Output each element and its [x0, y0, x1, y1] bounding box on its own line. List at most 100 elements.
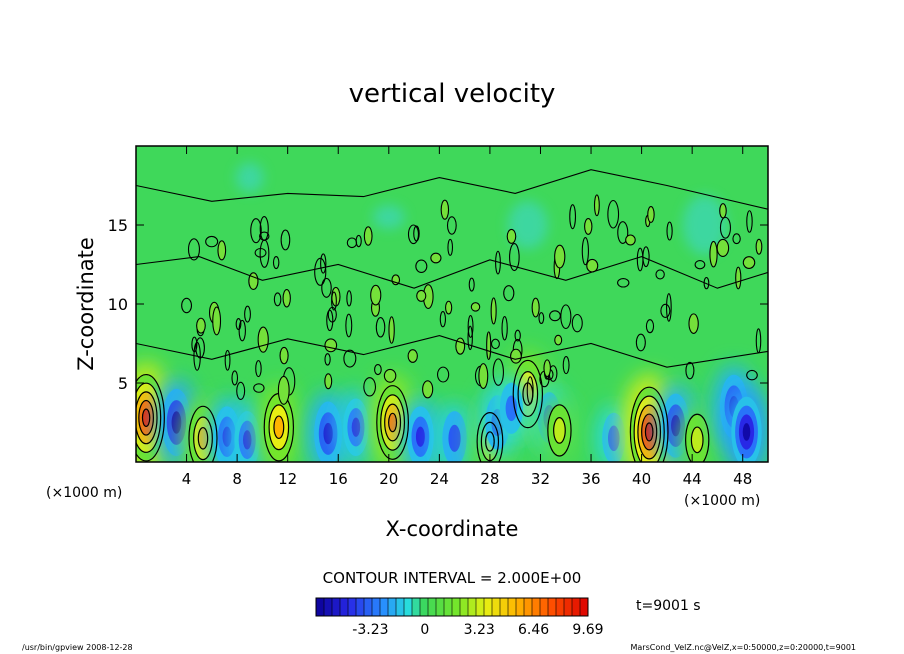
turbulence-contour — [430, 252, 442, 264]
weak-downdraft — [682, 195, 727, 255]
turbulence-contour — [562, 356, 570, 375]
turbulence-contour — [593, 194, 600, 217]
contour-ring — [136, 373, 165, 462]
x-axis: 4 8 12 16 20 24 28 32 36 40 44 48 — [182, 146, 752, 488]
turbulence-contour — [526, 376, 534, 405]
velocity-cell-5 — [256, 383, 301, 462]
velocity-cell-6 — [307, 391, 350, 462]
turbulence-contour — [212, 306, 222, 336]
time-label: t=9001 s — [636, 598, 701, 614]
colorbar-cell — [540, 598, 549, 616]
contour-ring — [141, 408, 151, 427]
turbulence-contour — [272, 256, 280, 270]
colorbar-tick-label: 9.69 — [572, 622, 603, 638]
colorbar-tick-label: 0 — [420, 622, 429, 638]
turbulence-contour — [655, 269, 665, 280]
colorbar-cell — [500, 598, 509, 616]
weak-downdraft — [235, 162, 264, 193]
turbulence-contour — [543, 359, 551, 378]
contour-ring — [485, 431, 495, 452]
weak-downdraft — [372, 205, 405, 230]
turbulence-contour — [503, 285, 515, 302]
velocity-level — [388, 413, 397, 432]
y-tick-label: 15 — [108, 216, 128, 235]
turbulence-contour — [416, 289, 427, 302]
turbulence-contour — [560, 304, 572, 330]
turbulence-contour — [244, 305, 251, 323]
turbulence-contour — [470, 302, 481, 312]
turbulence-contour — [746, 369, 758, 381]
turbulence-contour — [217, 240, 227, 261]
colorbar-cell — [580, 598, 589, 616]
turbulence-contour — [224, 349, 231, 371]
turbulence-contour — [250, 218, 262, 244]
contour-ring — [197, 427, 209, 450]
x-tick-label: 24 — [430, 470, 449, 488]
turbulence-contour — [331, 291, 337, 311]
colorbar-cell — [492, 598, 501, 616]
turbulence-contour — [617, 278, 630, 288]
velocity-level — [415, 426, 425, 447]
turbulence-contour — [666, 221, 673, 241]
broad-contour — [136, 169, 768, 210]
velocity-cell-9 — [400, 397, 441, 462]
x-tick-label: 40 — [632, 470, 651, 488]
x-tick-label: 16 — [329, 470, 348, 488]
turbulence-contour — [746, 210, 753, 233]
colorbar-cell — [484, 598, 493, 616]
turbulence-contour — [625, 234, 636, 246]
velocity-cell-10 — [436, 402, 473, 462]
contour-ring — [517, 371, 539, 418]
velocity-level — [171, 411, 182, 434]
turbulence-contour — [279, 346, 289, 365]
turbulence-contour — [355, 234, 362, 248]
turbulence-contour — [187, 238, 200, 261]
contour-ring — [644, 422, 654, 442]
x-tick-label: 32 — [531, 470, 550, 488]
colorbar-cell — [572, 598, 581, 616]
contour-ring — [138, 399, 154, 436]
turbulence-contour — [719, 203, 727, 219]
colorbar-cell — [340, 598, 349, 616]
turbulence-contour — [581, 237, 589, 266]
velocity-level — [242, 430, 252, 450]
colorbar-cell — [372, 598, 381, 616]
turbulence-contour — [645, 319, 655, 334]
turbulence-contour — [571, 313, 583, 333]
x-tick-label: 48 — [733, 470, 752, 488]
turbulence-contour — [586, 258, 599, 273]
colorbar-cell — [452, 598, 461, 616]
colorbar-cell — [348, 598, 357, 616]
colorbar-cell — [388, 598, 397, 616]
colorbar-cell — [516, 598, 525, 616]
plot-area — [136, 146, 768, 462]
contour-ring — [633, 395, 665, 462]
weak-downdraft — [507, 201, 548, 249]
contour-ring — [376, 385, 409, 460]
velocity-level — [671, 414, 681, 437]
colorbar-cell — [428, 598, 437, 616]
colorbar — [315, 598, 589, 616]
turbulence-contour — [238, 319, 246, 342]
contour-ring — [553, 417, 566, 444]
turbulence-contour — [195, 337, 205, 359]
turbulence-contour — [719, 216, 732, 239]
velocity-level — [742, 423, 751, 441]
turbulence-contour — [314, 257, 327, 286]
x-unit-label-right: (×1000 m) — [684, 493, 760, 509]
velocity-level — [351, 417, 361, 437]
turbulence-contour — [383, 368, 397, 383]
turbulence-contour — [478, 363, 489, 389]
turbulence-contour — [635, 333, 646, 352]
colorbar-cell — [412, 598, 421, 616]
turbulence-contour — [492, 358, 504, 386]
turbulence-contour — [685, 361, 695, 380]
colorbar-cell — [532, 598, 541, 616]
colorbar-cell — [556, 598, 565, 616]
turbulence-contour — [326, 309, 334, 332]
contour-ring — [641, 413, 658, 451]
colorbar-tick-label: 3.23 — [464, 622, 495, 638]
turbulence-contour — [490, 297, 497, 325]
colorbar-cell — [460, 598, 469, 616]
turbulence-contour — [370, 284, 382, 306]
